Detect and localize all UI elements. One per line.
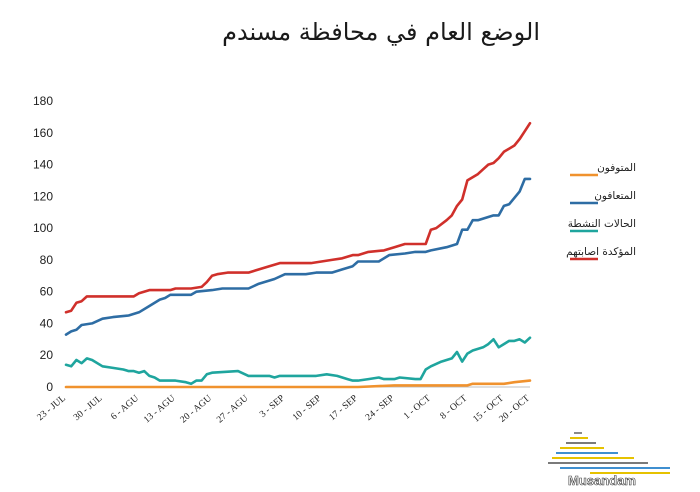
logo-stripes-icon xyxy=(548,432,670,474)
x-tick-label: 30 - JUL xyxy=(72,394,104,423)
y-tick-label: 160 xyxy=(33,126,53,140)
x-tick-label: 23 - JUL xyxy=(36,394,68,423)
x-tick-label: 3 - SEP xyxy=(258,394,287,420)
x-tick-label: 13 - AGU xyxy=(142,394,177,426)
legend-label: المؤكدة اصابتهم xyxy=(566,246,636,258)
x-tick-label: 24 - SEP xyxy=(364,394,396,423)
x-tick-label: 20 - AGU xyxy=(179,394,214,426)
x-tick-label: 10 - SEP xyxy=(291,394,323,423)
y-tick-label: 40 xyxy=(40,316,54,330)
x-tick-label: 1 - OCT xyxy=(402,394,433,422)
x-tick-label: 17 - SEP xyxy=(328,394,360,423)
logo-text: Musandam xyxy=(568,473,636,488)
y-tick-label: 0 xyxy=(46,380,53,394)
series-line-2 xyxy=(64,336,532,386)
y-tick-label: 20 xyxy=(40,348,54,362)
x-tick-label: 8 - OCT xyxy=(439,394,470,422)
y-tick-label: 180 xyxy=(33,94,53,108)
y-tick-label: 60 xyxy=(40,285,54,299)
chart-title: الوضع العام في محافظة مسندم xyxy=(222,18,540,46)
x-tick-label: 6 - AGU xyxy=(109,394,141,423)
legend: المتوفون المتعافون الحالات النشطة المؤكدة ا… xyxy=(566,162,636,261)
y-tick-label: 120 xyxy=(33,189,53,203)
series-layer xyxy=(64,121,532,389)
y-axis: 0 20 40 60 80 100 120 140 160 180 xyxy=(33,94,53,394)
legend-label: المتوفون xyxy=(597,162,636,174)
y-tick-label: 100 xyxy=(33,221,53,235)
legend-label: الحالات النشطة xyxy=(568,218,636,230)
x-axis: 23 - JUL 30 - JUL 6 - AGU 13 - AGU 20 - AGU 2… xyxy=(36,386,532,426)
y-tick-label: 140 xyxy=(33,158,53,172)
series-line-0 xyxy=(64,379,532,389)
x-tick-label: 27 - AGU xyxy=(215,394,250,426)
series-line-3 xyxy=(64,121,532,314)
series-line-1 xyxy=(64,177,532,336)
musandam-logo: Musandam xyxy=(548,432,670,488)
legend-label: المتعافون xyxy=(594,190,636,202)
y-tick-label: 80 xyxy=(40,253,54,267)
